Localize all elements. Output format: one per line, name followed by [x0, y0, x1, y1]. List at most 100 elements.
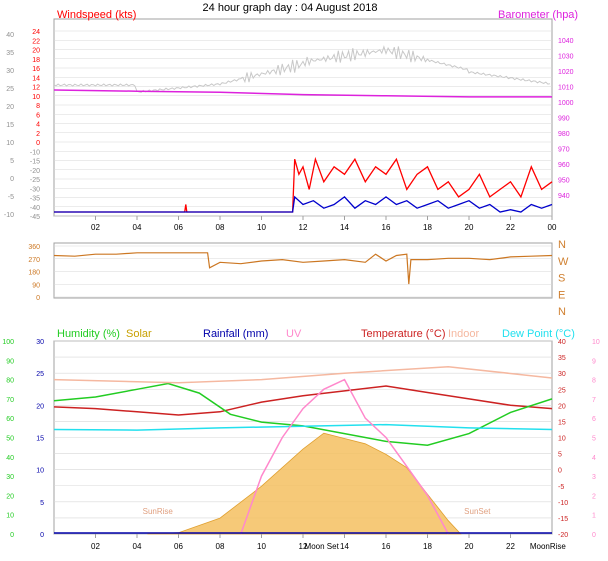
wind-outer-tick-label: 10	[6, 140, 14, 147]
wind-time-tick-label: 22	[506, 223, 515, 232]
humidity-tick-label: 60	[6, 416, 14, 423]
rain-tick-label: 15	[36, 436, 44, 443]
wind-left-tick-label: 14	[32, 75, 40, 82]
wind-outer-tick-label: 40	[6, 32, 14, 39]
uv-tick-label: 6	[592, 416, 596, 423]
temp-legend-label: Rainfall (mm)	[203, 328, 268, 340]
temp-legend-label: Humidity (%)	[57, 328, 120, 340]
temp-series-5	[240, 378, 449, 535]
temp-time-tick-label: 02	[91, 542, 100, 551]
uv-tick-label: 7	[592, 397, 596, 404]
humidity-tick-label: 40	[6, 455, 14, 462]
temp-legend-label: Solar	[126, 328, 152, 340]
wind-time-tick-label: 08	[216, 223, 225, 232]
rain-tick-label: 10	[36, 468, 44, 475]
wind-series-2	[53, 89, 552, 98]
compass-label: E	[558, 289, 565, 301]
wind-left-tick-label: 16	[32, 66, 40, 73]
wind-left-tick-label: 22	[32, 38, 40, 45]
wind-time-tick-label: 18	[423, 223, 432, 232]
wind-outer-tick-label: 30	[6, 68, 14, 75]
wind-plot-frame	[53, 18, 553, 217]
temp-right-tick-label: 0	[558, 468, 562, 475]
temp-legend-label: Indoor	[448, 328, 480, 340]
wind-left-tick-label: 24	[32, 29, 40, 36]
wind-outer-tick-label: 35	[6, 50, 14, 57]
temp-time-tick-label: 06	[174, 542, 183, 551]
direction-tick-label: 360	[28, 244, 40, 251]
direction-plot-frame	[53, 242, 553, 299]
wind-left-tick-label: -35	[30, 196, 40, 203]
wind-left-tick-label: 20	[32, 48, 40, 55]
compass-label: W	[558, 256, 569, 268]
wind-left-tick-label: 2	[36, 131, 40, 138]
wind-outer-tick-label: 15	[6, 122, 14, 129]
wind-left-tick-label: -45	[30, 214, 40, 221]
wind-series-1	[54, 195, 553, 213]
rain-tick-label: 0	[40, 532, 44, 539]
uv-tick-label: 2	[592, 493, 596, 500]
graph-title: 24 hour graph day : 04 August 2018	[203, 2, 378, 14]
temp-right-tick-label: 10	[558, 436, 566, 443]
wind-outer-tick-label: 20	[6, 104, 14, 111]
humidity-tick-label: 0	[10, 532, 14, 539]
barometer-axis-label: Barometer (hpa)	[498, 9, 578, 21]
temp-legend-label: Temperature (°C)	[361, 328, 445, 340]
direction-tick-label: 270	[28, 257, 40, 264]
sun-moon-marker-label: Moon Set	[305, 542, 340, 551]
baro-right-tick-label: 960	[558, 162, 570, 169]
wind-left-tick-label: 6	[36, 112, 40, 119]
temp-legend-label: Dew Point (°C)	[502, 328, 575, 340]
wind-time-tick-label: 12	[299, 223, 308, 232]
baro-right-tick-label: 1040	[558, 38, 574, 45]
temp-series-2	[53, 423, 553, 431]
humidity-tick-label: 30	[6, 474, 14, 481]
wind-left-tick-label: 18	[32, 57, 40, 64]
sun-moon-marker-label: MoonRise	[530, 542, 567, 551]
humidity-tick-label: 10	[6, 513, 14, 520]
temp-time-tick-label: 20	[465, 542, 474, 551]
baro-right-tick-label: 970	[558, 147, 570, 154]
sun-moon-marker-label: SunSet	[464, 507, 491, 516]
baro-right-tick-label: 1020	[558, 69, 574, 76]
barometer-outdoor-trace	[53, 45, 550, 93]
baro-right-tick-label: 980	[558, 131, 570, 138]
wind-left-tick-label: -20	[30, 168, 40, 175]
uv-tick-label: 3	[592, 474, 596, 481]
temp-time-tick-label: 22	[506, 542, 515, 551]
wind-time-tick-label: 20	[465, 223, 474, 232]
baro-right-tick-label: 1010	[558, 85, 574, 92]
wind-time-tick-label: 14	[340, 223, 349, 232]
temp-right-tick-label: 5	[558, 452, 562, 459]
wind-outer-tick-label: -10	[4, 212, 14, 219]
humidity-tick-label: 100	[2, 339, 14, 346]
wind-left-tick-label: -30	[30, 186, 40, 193]
baro-right-tick-label: 1000	[558, 100, 574, 107]
uv-tick-label: 10	[592, 339, 600, 346]
sun-moon-marker-label: SunRise	[143, 507, 174, 516]
baro-right-tick-label: 1030	[558, 54, 574, 61]
temp-right-tick-label: -20	[558, 532, 568, 539]
wind-outer-tick-label: 5	[10, 158, 14, 165]
rain-tick-label: 25	[36, 371, 44, 378]
humidity-tick-label: 20	[6, 493, 14, 500]
wind-outer-tick-label: 0	[10, 176, 14, 183]
humidity-tick-label: 70	[6, 397, 14, 404]
baro-right-tick-label: 940	[558, 193, 570, 200]
uv-tick-label: 0	[592, 532, 596, 539]
wind-left-tick-label: 4	[36, 122, 40, 129]
wind-left-tick-label: 0	[36, 140, 40, 147]
temp-time-tick-label: 18	[423, 542, 432, 551]
temp-right-tick-label: 40	[558, 339, 566, 346]
uv-tick-label: 8	[592, 378, 596, 385]
temp-right-tick-label: 35	[558, 355, 566, 362]
rain-tick-label: 30	[36, 339, 44, 346]
wind-series-0	[54, 156, 553, 213]
temp-right-tick-label: 25	[558, 387, 566, 394]
temp-right-tick-label: 30	[558, 371, 566, 378]
humidity-tick-label: 50	[6, 436, 14, 443]
compass-label: N	[558, 306, 566, 318]
wind-left-tick-label: -25	[30, 177, 40, 184]
